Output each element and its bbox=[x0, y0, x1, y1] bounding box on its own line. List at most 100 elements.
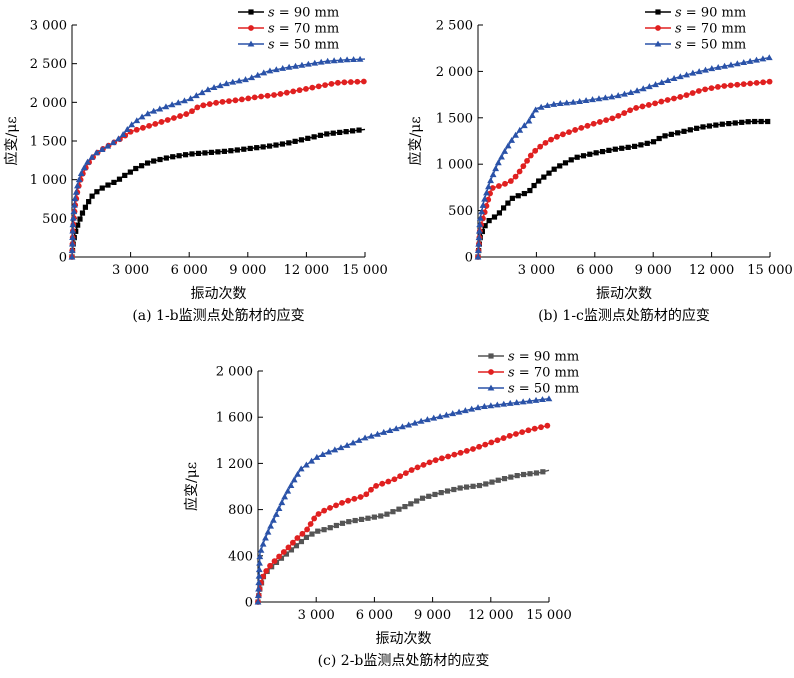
data-point bbox=[746, 57, 754, 64]
data-point bbox=[302, 461, 310, 468]
data-point bbox=[765, 54, 773, 61]
x-tick-label: 6 000 bbox=[171, 263, 208, 278]
data-point bbox=[432, 457, 439, 464]
data-point bbox=[275, 505, 283, 512]
data-point bbox=[242, 76, 249, 83]
data-point bbox=[500, 400, 508, 407]
data-point bbox=[368, 486, 374, 493]
data-point bbox=[345, 497, 352, 504]
data-point bbox=[495, 183, 502, 189]
data-point bbox=[408, 501, 414, 507]
series-1 bbox=[69, 127, 366, 260]
legend-entry: s = 90 mm bbox=[645, 6, 746, 21]
data-point bbox=[758, 118, 764, 125]
data-point bbox=[177, 113, 183, 119]
data-point bbox=[69, 234, 76, 241]
data-point bbox=[255, 585, 262, 592]
data-point bbox=[164, 117, 171, 123]
data-point bbox=[513, 431, 519, 437]
data-point bbox=[476, 443, 483, 450]
data-point bbox=[524, 157, 530, 164]
x-tick-label: 3 000 bbox=[298, 608, 335, 623]
series-3 bbox=[474, 54, 773, 260]
data-point bbox=[317, 58, 325, 65]
x-tick-label: 15 000 bbox=[342, 263, 388, 278]
data-point bbox=[146, 122, 153, 129]
data-point bbox=[308, 457, 315, 464]
data-point bbox=[599, 148, 606, 155]
series-3 bbox=[254, 395, 553, 605]
data-point bbox=[330, 130, 336, 136]
data-point bbox=[727, 61, 735, 68]
data-point bbox=[546, 170, 552, 176]
series-line bbox=[477, 120, 770, 258]
data-point bbox=[385, 478, 392, 485]
y-tick-label: 2 500 bbox=[30, 57, 67, 72]
data-point bbox=[309, 531, 315, 537]
data-point bbox=[520, 122, 528, 129]
data-point bbox=[174, 99, 182, 106]
data-point bbox=[532, 147, 539, 154]
data-point bbox=[476, 221, 484, 228]
data-point bbox=[324, 131, 330, 137]
data-point bbox=[753, 79, 760, 86]
data-point bbox=[656, 135, 662, 142]
data-point bbox=[548, 136, 554, 143]
data-point bbox=[267, 562, 273, 569]
data-point bbox=[152, 120, 159, 127]
legend-label: s = 70 mm bbox=[675, 22, 746, 37]
legend-entry: s = 50 mm bbox=[238, 38, 339, 53]
data-point bbox=[508, 136, 516, 143]
legend-entry: s = 50 mm bbox=[645, 38, 746, 53]
data-point bbox=[352, 517, 358, 524]
data-point bbox=[339, 499, 345, 506]
legend-marker bbox=[248, 9, 254, 15]
data-point bbox=[504, 142, 512, 149]
x-tick-label: 9 000 bbox=[414, 608, 451, 623]
data-point bbox=[527, 152, 534, 159]
y-tick-label: 1 500 bbox=[30, 135, 67, 150]
y-tick-label: 3 000 bbox=[30, 19, 67, 34]
data-point bbox=[86, 199, 92, 205]
data-point bbox=[303, 534, 310, 540]
panel-caption: (a) 1-b监测点处筋材的应变 bbox=[132, 307, 304, 324]
data-point bbox=[444, 488, 451, 494]
series-1 bbox=[475, 118, 771, 260]
data-point bbox=[515, 193, 521, 199]
data-point bbox=[238, 96, 245, 103]
data-point bbox=[163, 155, 169, 161]
data-point bbox=[533, 470, 540, 476]
data-point bbox=[481, 195, 488, 202]
data-point bbox=[527, 471, 533, 477]
data-point bbox=[255, 566, 263, 573]
data-point bbox=[608, 93, 616, 100]
data-point bbox=[234, 147, 240, 153]
x-tick-label: 3 000 bbox=[112, 263, 149, 278]
data-point bbox=[727, 82, 734, 89]
legend-variable: s bbox=[675, 6, 682, 21]
data-point bbox=[445, 453, 451, 460]
data-point bbox=[507, 178, 514, 184]
data-point bbox=[341, 79, 348, 86]
data-point bbox=[541, 174, 547, 180]
y-tick-label: 0 bbox=[59, 251, 67, 266]
data-point bbox=[525, 117, 533, 124]
data-point bbox=[373, 482, 379, 489]
series-2 bbox=[475, 78, 773, 260]
y-tick-label: 500 bbox=[42, 212, 67, 227]
data-point bbox=[94, 189, 100, 195]
data-point bbox=[386, 427, 394, 434]
data-point bbox=[361, 434, 369, 441]
data-point bbox=[436, 413, 444, 420]
data-point bbox=[280, 549, 287, 555]
legend-marker bbox=[655, 9, 661, 15]
data-point bbox=[350, 128, 356, 134]
data-point bbox=[476, 482, 483, 489]
x-tick-label: 12 000 bbox=[468, 608, 514, 623]
data-point bbox=[69, 214, 77, 221]
data-point bbox=[210, 84, 218, 91]
data-point bbox=[483, 481, 489, 487]
data-point bbox=[702, 86, 709, 93]
data-point bbox=[349, 439, 357, 446]
data-point bbox=[279, 141, 286, 147]
